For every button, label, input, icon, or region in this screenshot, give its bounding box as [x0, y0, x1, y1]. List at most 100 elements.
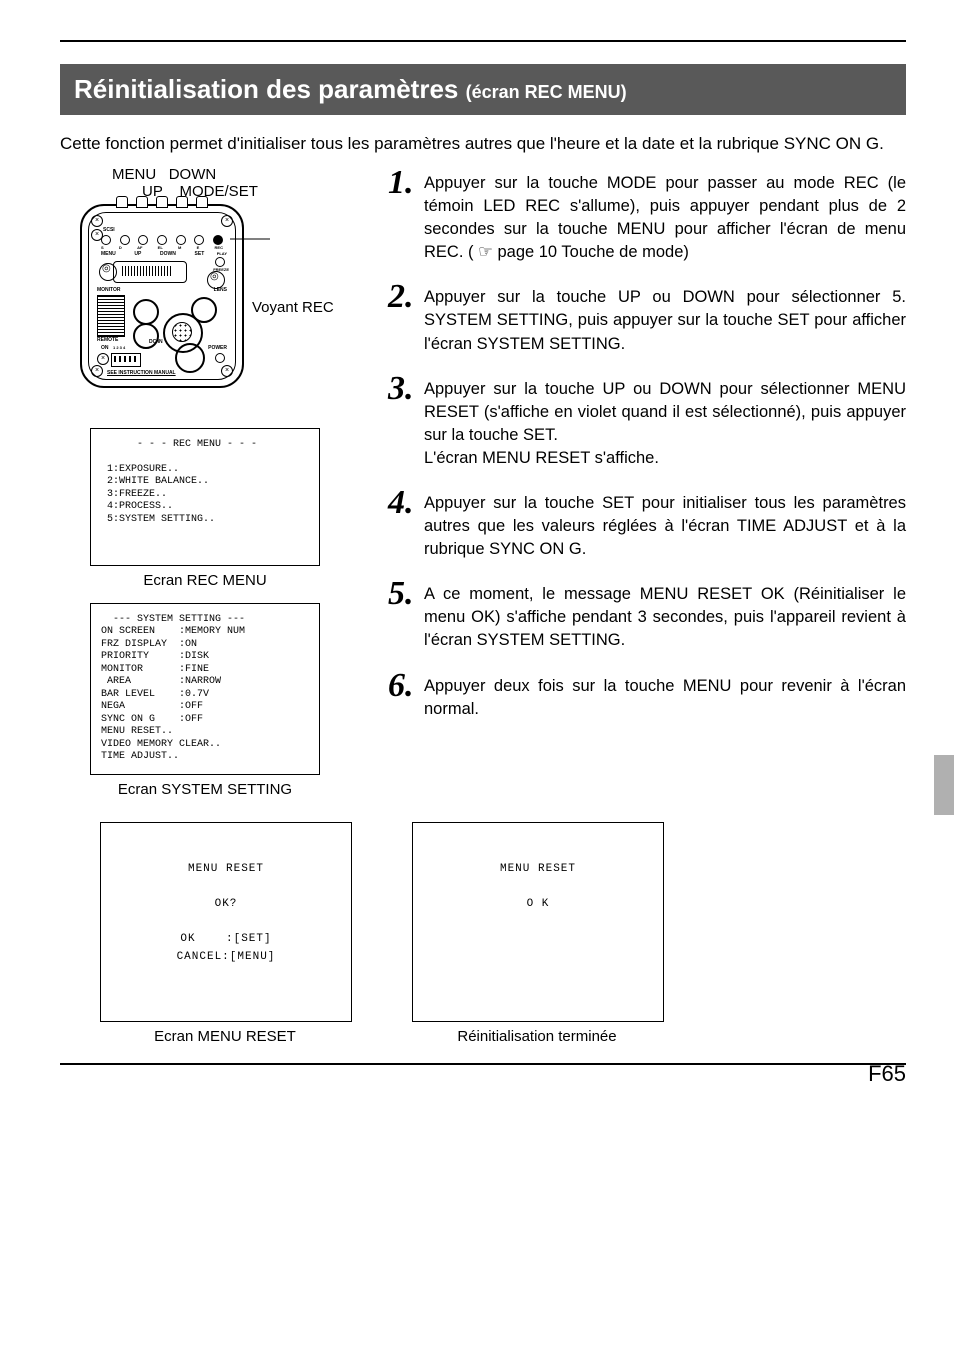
- s-label: S: [101, 245, 104, 250]
- menu-label: MENU: [101, 251, 116, 257]
- step-text: Appuyer sur la touche UP ou DOWN pour sé…: [424, 280, 906, 355]
- up-label: UP: [134, 251, 141, 257]
- title-main: Réinitialisation des paramètres: [74, 74, 466, 104]
- screw-icon: ×: [91, 215, 103, 227]
- step-number: 3: [388, 372, 424, 406]
- step-2: 2 Appuyer sur la touche UP ou DOWN pour …: [388, 280, 906, 355]
- step-text: Appuyer sur la touche UP ou DOWN pour sé…: [424, 372, 906, 470]
- step-4: 4 Appuyer sur la touche SET pour initial…: [388, 486, 906, 561]
- reset-confirm-wrap: MENU RESET OK? OK :[SET] CANCEL:[MENU] E…: [100, 822, 352, 1045]
- top-button-icon: [196, 196, 208, 208]
- step-text: Appuyer sur la touche MODE pour passer a…: [424, 166, 906, 264]
- el-label: EL: [158, 245, 163, 250]
- power-led-icon: [215, 353, 225, 363]
- step-text: Appuyer sur la touche SET pour initialis…: [424, 486, 906, 561]
- step-number: 6: [388, 669, 424, 703]
- reset-confirm-line2: OK?: [215, 898, 238, 910]
- m-label: M: [178, 245, 181, 250]
- step-text: A ce moment, le message MENU RESET OK (R…: [424, 577, 906, 652]
- bottom-rule: [60, 1063, 906, 1065]
- screw-icon: ×: [221, 215, 233, 227]
- screw-icon: ×: [97, 353, 109, 365]
- remote-label: REMOTE: [97, 337, 118, 343]
- reset-done-line1: MENU RESET: [500, 863, 576, 875]
- manual-label: SEE INSTRUCTION MANUAL: [107, 370, 176, 376]
- pointer-line-icon: [230, 234, 270, 244]
- title-sub: (écran REC MENU): [466, 82, 627, 102]
- knob-icon: [99, 263, 117, 281]
- play-label: PLAY: [217, 251, 227, 256]
- reset-confirm-line4: CANCEL:[MENU]: [177, 951, 276, 963]
- top-button-icon: [116, 196, 128, 208]
- rec-label: REC: [215, 245, 223, 250]
- top-button-icon: [136, 196, 148, 208]
- dial-icon: [101, 235, 111, 245]
- monitor-label: MONITOR: [97, 287, 121, 293]
- bottom-boxes: MENU RESET OK? OK :[SET] CANCEL:[MENU] E…: [60, 822, 906, 1045]
- screw-icon: ×: [91, 365, 103, 377]
- reset-confirm-caption: Ecran MENU RESET: [100, 1028, 350, 1045]
- screw-icon: ×: [221, 365, 233, 377]
- device-diagram: × × × × × SCSI: [80, 204, 244, 388]
- label-down: DOWN: [169, 166, 217, 183]
- step-3: 3 Appuyer sur la touche UP ou DOWN pour …: [388, 372, 906, 470]
- system-setting-screen: --- SYSTEM SETTING --- ON SCREEN :MEMORY…: [90, 603, 320, 775]
- af-label: AF: [137, 245, 142, 250]
- rec-led-icon: [213, 235, 223, 245]
- step-5: 5 A ce moment, le message MENU RESET OK …: [388, 577, 906, 652]
- intro-text: Cette fonction permet d'initialiser tous…: [60, 133, 906, 156]
- reset-done-caption: Réinitialisation terminée: [412, 1028, 662, 1045]
- device-inner: × × × × × SCSI: [88, 212, 236, 380]
- set-label: SET: [195, 251, 205, 257]
- step-number: 1: [388, 166, 424, 200]
- step-1: 1 Appuyer sur la touche MODE pour passer…: [388, 166, 906, 264]
- device-labels: MENU DOWN UP MODE/SET: [60, 166, 360, 200]
- reset-done-line2: O K: [527, 898, 550, 910]
- reset-done-screen: MENU RESET O K: [412, 822, 664, 1022]
- dial-icon: [176, 235, 186, 245]
- play-led-icon: [215, 257, 225, 267]
- e-label: E: [197, 245, 200, 250]
- dial-icon: [138, 235, 148, 245]
- nums-label: 1 2 3 4: [113, 345, 125, 350]
- port-grid-icon: [97, 295, 125, 337]
- rec-menu-screen: - - - REC MENU - - - 1:EXPOSURE.. 2:WHIT…: [90, 428, 320, 566]
- dial-icon: [157, 235, 167, 245]
- dip-switch-icon: [111, 353, 141, 367]
- step-number: 2: [388, 280, 424, 314]
- power-label: POWER: [208, 345, 227, 351]
- device-wrap: × × × × × SCSI: [60, 204, 360, 388]
- voyant-rec-label: Voyant REC: [252, 299, 334, 316]
- reset-confirm-line1: MENU RESET: [188, 863, 264, 875]
- page: Réinitialisation des paramètres (écran R…: [0, 0, 954, 1095]
- power-dial-icon: [175, 343, 205, 373]
- top-button-icon: [156, 196, 168, 208]
- step-number: 5: [388, 577, 424, 611]
- rec-menu-caption: Ecran REC MENU: [80, 572, 330, 589]
- reset-confirm-screen: MENU RESET OK? OK :[SET] CANCEL:[MENU]: [100, 822, 352, 1022]
- content-columns: MENU DOWN UP MODE/SET × × ×: [60, 166, 906, 812]
- dcin-label: DC IN: [149, 339, 163, 345]
- step-text: Appuyer deux fois sur la touche MENU pou…: [424, 669, 906, 721]
- top-rule: [60, 40, 906, 42]
- dial-icon: [120, 235, 130, 245]
- step-number: 4: [388, 486, 424, 520]
- dial-icon: [194, 235, 204, 245]
- reset-confirm-line3: OK :[SET]: [180, 933, 271, 945]
- small-dial-icon: [133, 299, 159, 325]
- down-label: DOWN: [160, 251, 176, 257]
- label-menu: MENU: [112, 166, 156, 183]
- display-window-icon: [113, 261, 187, 283]
- d-label: D: [119, 245, 122, 250]
- scsi-label: SCSI: [103, 227, 115, 233]
- step-6: 6 Appuyer deux fois sur la touche MENU p…: [388, 669, 906, 721]
- right-column: 1 Appuyer sur la touche MODE pour passer…: [388, 166, 906, 737]
- reset-done-wrap: MENU RESET O K Réinitialisation terminée: [412, 822, 664, 1045]
- small-dial-icon: [133, 323, 159, 349]
- page-number: F65: [868, 1061, 906, 1087]
- system-setting-caption: Ecran SYSTEM SETTING: [80, 781, 330, 798]
- left-column: MENU DOWN UP MODE/SET × × ×: [60, 166, 360, 812]
- on-label: ON: [101, 345, 109, 351]
- title-bar: Réinitialisation des paramètres (écran R…: [60, 64, 906, 115]
- lens-label: LENS: [214, 287, 227, 293]
